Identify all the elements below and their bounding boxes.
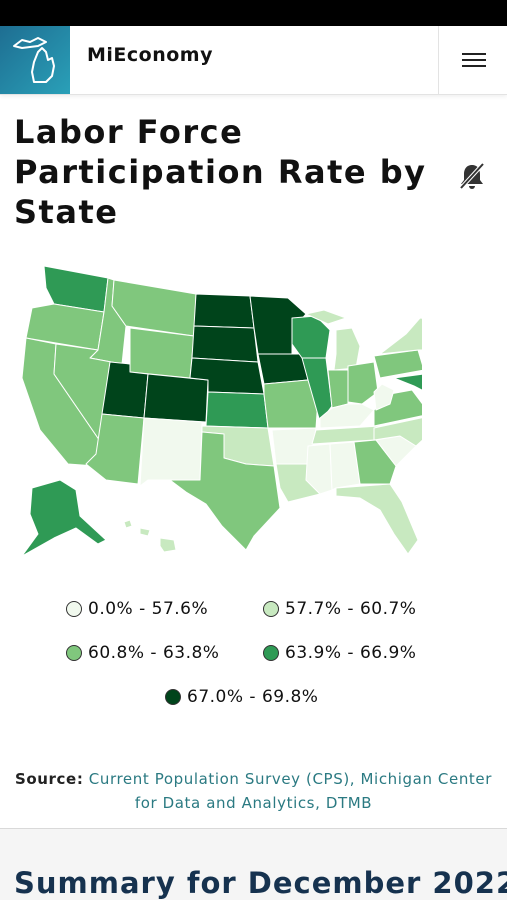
- state-nm[interactable]: [139, 417, 203, 487]
- summary-section: [0, 829, 507, 900]
- legend-swatch: [263, 601, 279, 617]
- state-nd[interactable]: [193, 293, 255, 329]
- state-tx[interactable]: [169, 431, 281, 551]
- logo-button[interactable]: [0, 26, 70, 94]
- legend-item: 60.8% - 63.8%: [66, 642, 219, 664]
- menu-button[interactable]: [452, 42, 496, 78]
- legend-swatch: [66, 645, 82, 661]
- legend-item: 67.0% - 69.8%: [165, 686, 318, 708]
- state-ia[interactable]: [257, 353, 309, 385]
- hamburger-line: [462, 59, 486, 61]
- state-co[interactable]: [143, 373, 209, 423]
- state-wy[interactable]: [129, 327, 195, 379]
- state-ak[interactable]: [21, 479, 107, 557]
- app-header: MiEconomy: [0, 26, 507, 95]
- state-mi-upper[interactable]: [305, 309, 347, 325]
- section-divider: [0, 828, 507, 829]
- michigan-outline-icon: [13, 37, 55, 83]
- state-ks[interactable]: [205, 391, 269, 429]
- hamburger-line: [462, 65, 486, 67]
- state-oh[interactable]: [347, 361, 379, 405]
- summary-title: Summary for December 2022: [14, 866, 507, 900]
- legend-item: 57.7% - 60.7%: [263, 598, 416, 620]
- state-sd[interactable]: [191, 325, 259, 363]
- state-al[interactable]: [329, 441, 361, 491]
- state-in[interactable]: [327, 369, 349, 409]
- status-bar: [0, 0, 507, 26]
- us-choropleth-map: [21, 265, 422, 557]
- legend-swatch: [263, 645, 279, 661]
- legend-label: 0.0% - 57.6%: [88, 599, 209, 619]
- state-ny[interactable]: [379, 317, 422, 355]
- source-link[interactable]: Current Population Survey (CPS), Michiga…: [88, 770, 493, 812]
- app-name[interactable]: MiEconomy: [87, 44, 213, 66]
- legend-item: 0.0% - 57.6%: [66, 598, 208, 620]
- legend-label: 63.9% - 66.9%: [285, 643, 417, 663]
- bell-off-icon: [459, 162, 485, 190]
- state-hi[interactable]: [123, 519, 133, 529]
- legend-item: 63.9% - 66.9%: [263, 642, 416, 664]
- state-hi-2[interactable]: [139, 527, 151, 537]
- page-title: Labor Force Participation Rate by State: [14, 113, 427, 231]
- legend-swatch: [165, 689, 181, 705]
- legend-label: 60.8% - 63.8%: [88, 643, 220, 663]
- legend-label: 67.0% - 69.8%: [187, 687, 319, 707]
- legend-label: 57.7% - 60.7%: [285, 599, 417, 619]
- state-mi[interactable]: [333, 327, 361, 371]
- legend-swatch: [66, 601, 82, 617]
- menu-divider: [438, 26, 439, 94]
- state-ms[interactable]: [305, 443, 333, 495]
- state-mt[interactable]: [111, 279, 197, 337]
- state-ga[interactable]: [353, 439, 397, 485]
- state-ky[interactable]: [319, 403, 375, 429]
- source-note: Source: Current Population Survey (CPS),…: [10, 767, 497, 815]
- state-fl[interactable]: [335, 483, 419, 555]
- state-hi-3[interactable]: [159, 537, 177, 553]
- state-wv[interactable]: [373, 383, 395, 411]
- hamburger-menu-icon: [462, 53, 486, 55]
- state-nc[interactable]: [373, 416, 422, 447]
- source-label: Source:: [14, 770, 84, 788]
- alert-toggle-button[interactable]: [456, 160, 488, 192]
- state-md[interactable]: [393, 373, 422, 392]
